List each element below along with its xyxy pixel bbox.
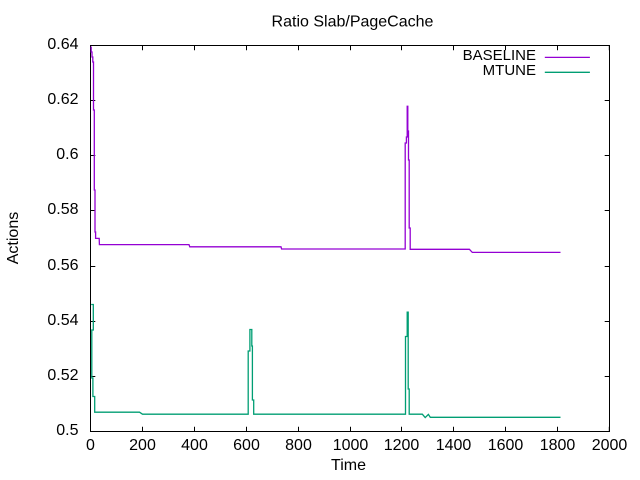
svg-text:1800: 1800 (540, 437, 576, 454)
svg-text:BASELINE: BASELINE (463, 47, 536, 64)
svg-text:0: 0 (86, 437, 95, 454)
svg-text:0.58: 0.58 (47, 201, 78, 218)
svg-text:1400: 1400 (436, 437, 472, 454)
svg-text:0.6: 0.6 (56, 146, 78, 163)
svg-text:MTUNE: MTUNE (483, 62, 536, 79)
svg-text:0.52: 0.52 (47, 367, 78, 384)
svg-text:Ratio Slab/PageCache: Ratio Slab/PageCache (272, 14, 434, 31)
svg-text:400: 400 (181, 437, 208, 454)
svg-text:200: 200 (129, 437, 156, 454)
svg-text:0.64: 0.64 (47, 36, 78, 53)
svg-text:0.5: 0.5 (56, 422, 78, 439)
svg-text:1600: 1600 (488, 437, 524, 454)
svg-text:2000: 2000 (592, 437, 628, 454)
svg-text:1200: 1200 (384, 437, 420, 454)
svg-text:600: 600 (233, 437, 260, 454)
svg-text:0.62: 0.62 (47, 91, 78, 108)
svg-text:1000: 1000 (333, 437, 369, 454)
svg-text:Actions: Actions (5, 212, 22, 264)
svg-text:Time: Time (331, 457, 366, 474)
svg-text:0.56: 0.56 (47, 257, 78, 274)
svg-text:0.54: 0.54 (47, 312, 78, 329)
svg-text:800: 800 (285, 437, 312, 454)
